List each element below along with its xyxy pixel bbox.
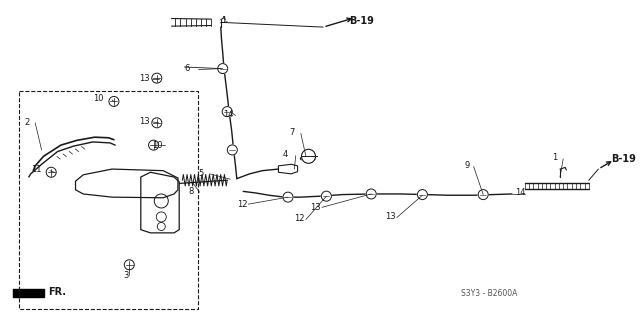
- Text: B-19: B-19: [349, 16, 374, 26]
- Text: 12: 12: [237, 200, 247, 209]
- Text: 12: 12: [294, 214, 305, 223]
- Circle shape: [283, 192, 293, 202]
- Circle shape: [417, 189, 428, 200]
- Text: 13: 13: [385, 212, 396, 221]
- Circle shape: [227, 145, 237, 155]
- Text: 10: 10: [93, 94, 103, 103]
- Text: 10: 10: [152, 141, 162, 150]
- Text: 8: 8: [189, 187, 194, 196]
- Circle shape: [321, 191, 332, 201]
- Circle shape: [478, 189, 488, 200]
- Circle shape: [218, 63, 228, 74]
- Text: 14: 14: [223, 110, 233, 119]
- Text: 5: 5: [198, 169, 204, 178]
- Text: 3: 3: [123, 271, 128, 280]
- Text: 7: 7: [289, 128, 294, 137]
- Text: 4: 4: [283, 150, 288, 159]
- Text: 11: 11: [31, 165, 41, 174]
- Text: 13: 13: [310, 203, 321, 212]
- Text: FR.: FR.: [48, 287, 66, 297]
- Circle shape: [222, 107, 232, 117]
- Text: S3Y3 - B2600A: S3Y3 - B2600A: [461, 289, 517, 298]
- Text: 1: 1: [552, 153, 557, 162]
- Bar: [227, 178, 243, 188]
- Circle shape: [366, 189, 376, 199]
- Text: 9: 9: [465, 161, 470, 170]
- Text: 13: 13: [140, 74, 150, 83]
- Text: 14: 14: [515, 189, 525, 197]
- Circle shape: [301, 149, 316, 163]
- Text: 2: 2: [24, 118, 29, 127]
- Text: B-19: B-19: [611, 154, 636, 165]
- Text: 13: 13: [140, 117, 150, 126]
- Text: 6: 6: [184, 64, 189, 73]
- Text: 1: 1: [221, 16, 226, 25]
